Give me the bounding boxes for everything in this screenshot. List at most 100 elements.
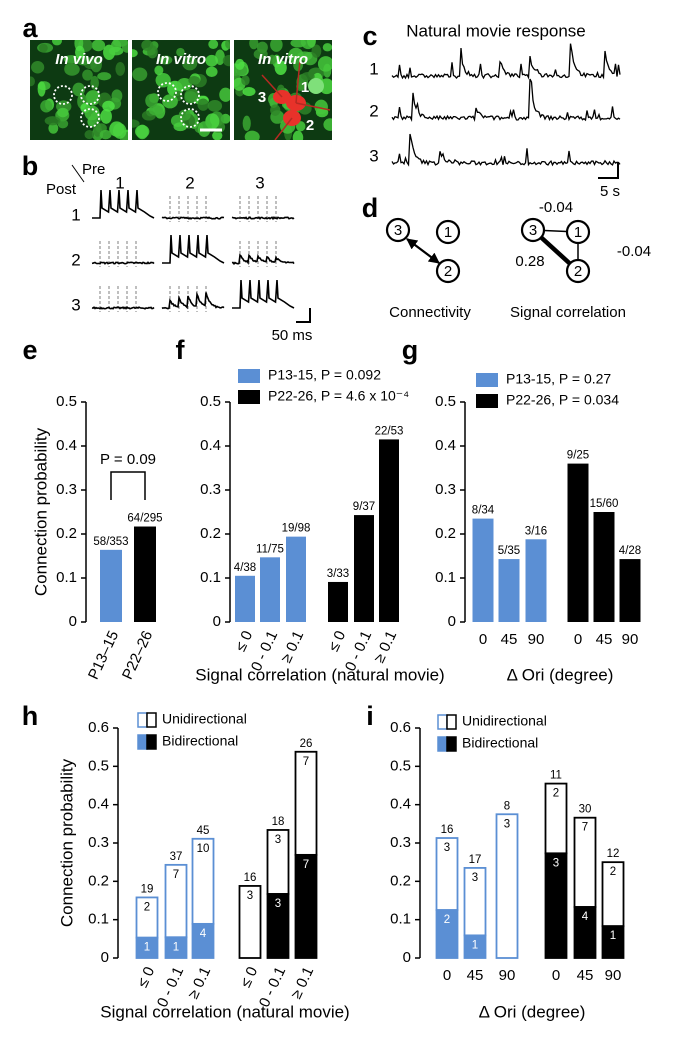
node-label: 2	[574, 263, 582, 280]
count-label: 7	[303, 756, 309, 768]
legend-label: Unidirectional	[162, 711, 247, 727]
micrograph-content	[132, 40, 230, 140]
cell-body	[57, 107, 69, 118]
micrograph-content	[234, 40, 332, 140]
y-tick-label: 0	[101, 949, 109, 966]
voltage-trace	[232, 279, 295, 309]
value-label: 19/98	[282, 523, 311, 535]
y-tick-label: 0.1	[88, 911, 109, 928]
legend-swatch	[146, 712, 157, 728]
bar	[260, 557, 280, 622]
x-tick-label: ≥ 0.1	[371, 628, 400, 665]
cell-body	[322, 43, 332, 52]
x-tick-label: 90	[528, 631, 545, 648]
edge-label: -0.04	[539, 199, 573, 216]
y-tick-label: 0.5	[435, 393, 456, 410]
cell-body	[136, 124, 149, 140]
panel-label: e	[22, 335, 37, 365]
target-circle	[53, 85, 73, 105]
bar-segment	[294, 853, 318, 959]
bar	[134, 526, 156, 622]
x-tick-label: ≥ 0.1	[278, 628, 307, 665]
value-label: 4/28	[619, 545, 641, 557]
y-tick-label: 0.1	[56, 569, 77, 586]
panel-label: g	[402, 335, 419, 365]
y-tick-label: 0.6	[88, 719, 109, 736]
bar	[567, 463, 589, 622]
bar	[328, 581, 348, 622]
count-label: 1	[144, 942, 150, 954]
cell-body	[75, 45, 85, 59]
cell-label: 3	[258, 89, 266, 106]
presynaptic-label: 3	[255, 173, 264, 192]
count-label: 2	[144, 901, 150, 913]
micrograph-content	[30, 40, 128, 140]
y-tick-label: 0.3	[200, 481, 221, 498]
edge-label: -0.04	[617, 243, 651, 260]
count-label: 10	[197, 843, 210, 855]
legend-swatch	[238, 369, 260, 383]
node	[385, 217, 411, 243]
y-tick-label: 0.3	[56, 481, 77, 498]
cell-body	[38, 43, 48, 53]
node	[565, 258, 591, 284]
count-label: 7	[303, 859, 309, 871]
y-tick-label: 0.4	[200, 437, 221, 454]
node	[435, 258, 461, 284]
panel-label: c	[362, 21, 377, 51]
y-tick-label: 0.3	[88, 834, 109, 851]
cell-body	[197, 98, 209, 111]
legend-swatch	[446, 714, 457, 730]
pre-label: Pre	[82, 161, 105, 178]
panel-label: a	[22, 13, 38, 43]
voltage-trace	[92, 189, 155, 219]
cell-body	[121, 42, 128, 53]
bar-segment	[266, 893, 290, 959]
value-label: 58/353	[93, 536, 128, 548]
legend-swatch	[137, 712, 148, 728]
x-tick-label: ≤ 0	[232, 628, 256, 654]
panel-title: Natural movie response	[406, 21, 586, 40]
activity-trace	[391, 43, 621, 80]
cell-label: 2	[306, 117, 314, 134]
cell-body	[323, 118, 332, 131]
cell-body	[64, 62, 76, 75]
pair-count-label: 18	[272, 816, 285, 828]
bar-segment	[164, 936, 188, 959]
panel-label: f	[176, 335, 186, 365]
legend-swatch	[146, 734, 157, 750]
cell-body	[99, 129, 112, 140]
legend-swatch	[437, 714, 448, 730]
cell-body	[270, 40, 283, 52]
count-label: 1	[610, 930, 616, 942]
cell-body	[253, 48, 268, 60]
bar	[235, 575, 255, 622]
count-label: 4	[200, 928, 207, 940]
cell-body	[205, 54, 218, 67]
node-label: 1	[574, 224, 582, 241]
cell-body	[207, 99, 223, 112]
count-label: 3	[553, 857, 559, 869]
count-label: 2	[444, 914, 450, 926]
voltage-trace	[162, 234, 225, 264]
y-tick-label: 0.5	[56, 393, 77, 410]
annotation: P = 0.09	[100, 451, 156, 468]
legend-swatch	[446, 736, 457, 752]
node-label: 3	[529, 222, 537, 239]
count-label: 3	[247, 890, 253, 902]
y-tick-label: 0.2	[56, 525, 77, 542]
x-tick-label: 90	[605, 967, 622, 984]
caption: Connectivity	[389, 304, 471, 321]
x-tick-label: 90	[499, 967, 516, 984]
pair-count-label: 16	[244, 872, 257, 884]
cell-body	[311, 44, 322, 58]
cell-body	[159, 55, 173, 65]
micrograph: In vitro	[234, 40, 332, 140]
cell-label: 2	[369, 101, 378, 120]
scale-bar	[296, 308, 311, 323]
target-circle	[80, 85, 100, 105]
cell-body	[132, 49, 138, 58]
bar-segment	[238, 885, 262, 959]
y-tick-label: 0.1	[200, 569, 221, 586]
